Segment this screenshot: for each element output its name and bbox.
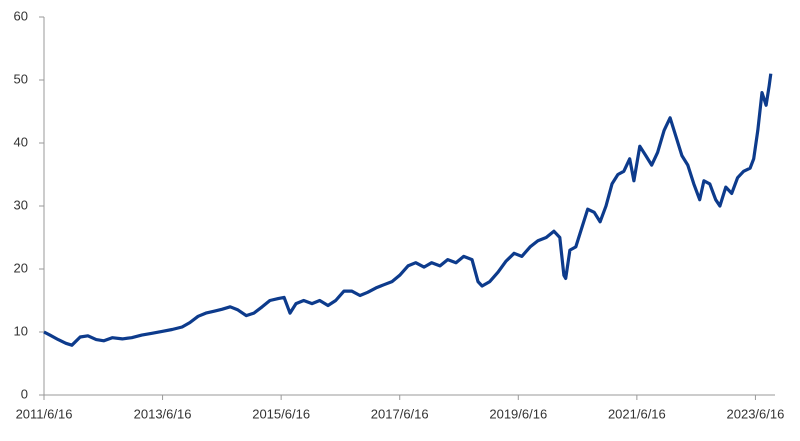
- y-tick-label: 40: [14, 134, 28, 149]
- x-tick-label: 2011/6/16: [16, 406, 73, 421]
- x-tick-label: 2023/6/16: [727, 406, 785, 421]
- y-tick-label: 60: [14, 8, 28, 23]
- x-tick-label: 2015/6/16: [252, 406, 310, 421]
- y-tick-label: 0: [21, 386, 28, 401]
- y-tick-label: 20: [14, 260, 28, 275]
- x-tick-label: 2019/6/16: [489, 406, 547, 421]
- x-tick-label: 2021/6/16: [608, 406, 666, 421]
- x-tick-label: 2013/6/16: [134, 406, 192, 421]
- y-tick-label: 50: [14, 71, 28, 86]
- x-tick-label: 2017/6/16: [371, 406, 429, 421]
- line: [43, 73, 773, 347]
- y-tick-label: 10: [14, 323, 28, 338]
- y-tick-label: 30: [14, 197, 28, 212]
